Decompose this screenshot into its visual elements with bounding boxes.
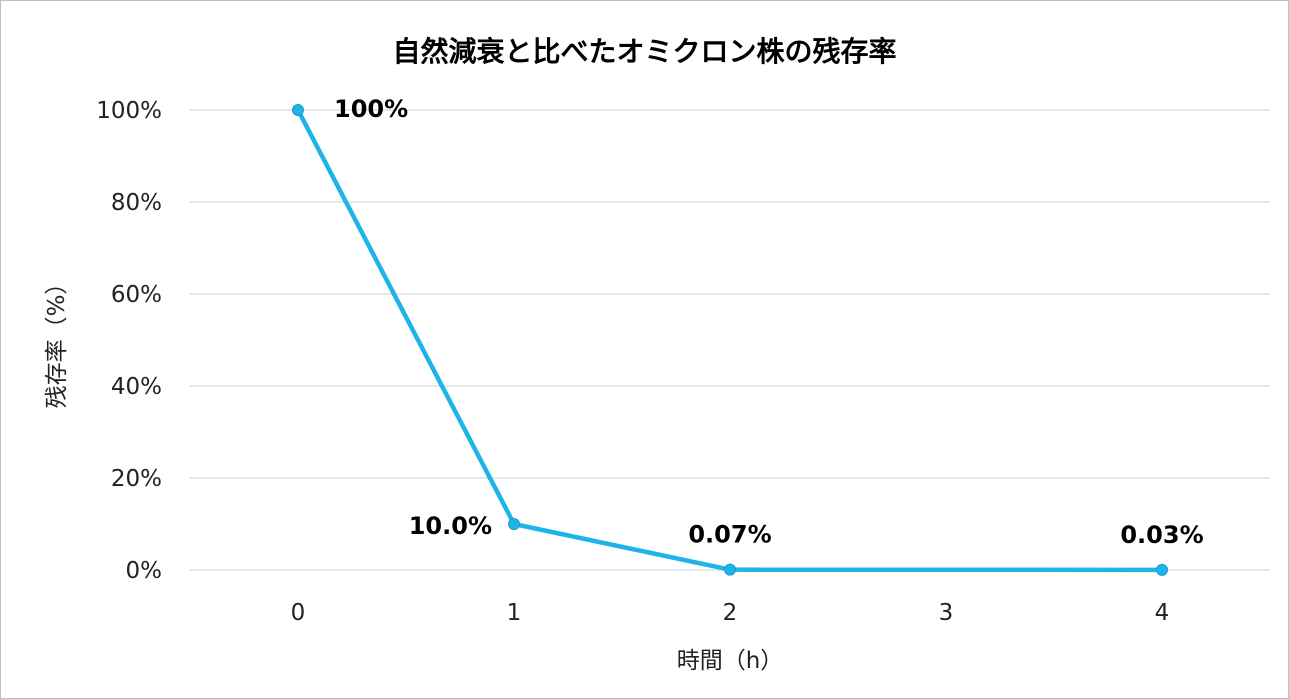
data-labels: 100% 10.0% 0.07% 0.03% [334,95,1204,549]
y-tick-label: 60% [111,282,162,308]
data-label: 0.03% [1120,521,1203,549]
y-tick-label: 0% [126,558,163,584]
data-point [1156,563,1168,576]
x-axis-ticks: 0 1 2 3 4 [291,600,1170,626]
x-axis-title: 時間（h） [677,648,784,674]
gridlines [190,109,1270,571]
x-tick-label: 1 [507,600,522,626]
data-label: 10.0% [409,512,492,540]
x-tick-label: 3 [939,600,954,626]
y-tick-label: 100% [96,98,162,124]
y-tick-label: 80% [111,190,162,216]
data-label: 0.07% [688,521,771,549]
x-tick-label: 0 [291,600,306,626]
series-line [296,108,1163,573]
series-line [296,108,1163,573]
y-axis-title: 残存率（%） [44,272,70,409]
y-tick-label: 40% [111,374,162,400]
data-point [724,563,736,576]
y-axis-ticks: 0% 20% 40% 60% 80% 100% [96,98,162,584]
x-tick-label: 4 [1155,600,1170,626]
data-point [292,104,304,116]
y-tick-label: 20% [111,466,162,492]
chart-title: 自然減衰と比べたオミクロン株の残存率 [392,35,897,68]
data-points [292,104,1168,576]
data-point [508,518,520,530]
x-tick-label: 2 [723,600,738,626]
data-label: 100% [334,95,408,123]
